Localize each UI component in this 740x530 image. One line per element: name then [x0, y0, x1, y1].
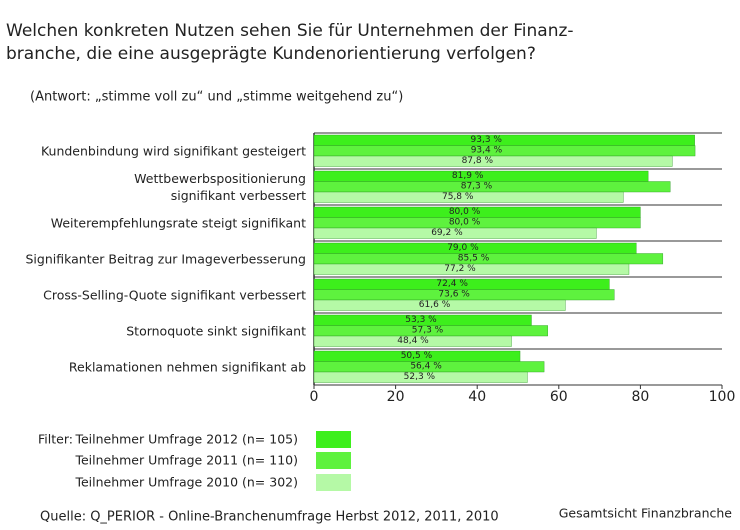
x-tick-label: 60 — [550, 389, 568, 405]
x-tick-label: 100 — [709, 389, 736, 405]
legend-label: Teilnehmer Umfrage 2011 (n= 110) — [74, 453, 298, 468]
legend-title: Filter: — [38, 432, 73, 447]
value-label: 81,9 % — [452, 171, 484, 181]
legend-swatch — [316, 452, 351, 469]
bar — [313, 263, 630, 275]
chart-title: Welchen konkreten Nutzen sehen Sie für U… — [6, 21, 574, 64]
value-label: 61,6 % — [419, 300, 451, 310]
value-label: 72,4 % — [436, 279, 468, 289]
value-label: 80,0 % — [449, 207, 481, 217]
legend-label: Teilnehmer Umfrage 2012 (n= 105) — [74, 432, 298, 447]
x-tick-label: 20 — [387, 389, 405, 405]
category-label: Wettbewerbspositionierung signifikant ve… — [134, 171, 306, 203]
bar — [313, 227, 597, 239]
category-label: Cross-Selling-Quote signifikant verbesse… — [43, 287, 306, 303]
value-label: 87,8 % — [462, 156, 494, 166]
value-label: 79,0 % — [447, 243, 479, 253]
value-label: 53,3 % — [405, 315, 437, 325]
value-label: 50,5 % — [401, 351, 433, 361]
category-label: Stornoquote sinkt signifikant — [126, 323, 306, 339]
category-label: Kundenbindung wird signifikant gesteiger… — [40, 143, 306, 159]
source: Quelle: Q_PERIOR - Online-Branchenumfrag… — [40, 510, 499, 525]
category-label: Reklamationen nehmen signifikant ab — [68, 359, 306, 375]
bar — [313, 191, 624, 203]
x-tick-label: 40 — [468, 389, 486, 405]
value-label: 52,3 % — [404, 372, 436, 382]
value-label: 69,2 % — [431, 228, 463, 238]
legend-swatch — [316, 474, 351, 491]
category-label: Weiterempfehlungsrate steigt signifikant — [50, 215, 306, 231]
value-label: 75,8 % — [442, 192, 474, 202]
x-tick-label: 80 — [631, 389, 649, 405]
value-label: 85,5 % — [458, 253, 490, 263]
value-label: 93,4 % — [471, 145, 503, 155]
chart-subtitle: (Antwort: „stimme voll zu“ und „stimme w… — [30, 90, 403, 105]
value-label: 57,3 % — [412, 325, 444, 335]
value-label: 87,3 % — [461, 181, 493, 191]
value-label: 93,3 % — [471, 135, 503, 145]
bar — [313, 145, 696, 157]
value-label: 80,0 % — [449, 217, 481, 227]
value-label: 73,6 % — [438, 289, 470, 299]
value-label: 77,2 % — [444, 264, 476, 274]
value-label: 56,4 % — [410, 361, 442, 371]
bar — [313, 155, 673, 167]
legend-label: Teilnehmer Umfrage 2010 (n= 302) — [74, 475, 298, 490]
legend-swatch — [316, 431, 351, 448]
bar — [313, 371, 528, 383]
bar — [313, 299, 566, 311]
x-tick-label: 0 — [310, 389, 319, 405]
bar — [313, 335, 512, 347]
bar — [313, 134, 695, 146]
value-label: 48,4 % — [397, 336, 429, 346]
footer-note: Gesamtsicht Finanzbranche — [559, 506, 733, 521]
category-label: Signifikanter Beitrag zur Imageverbesser… — [25, 251, 307, 267]
